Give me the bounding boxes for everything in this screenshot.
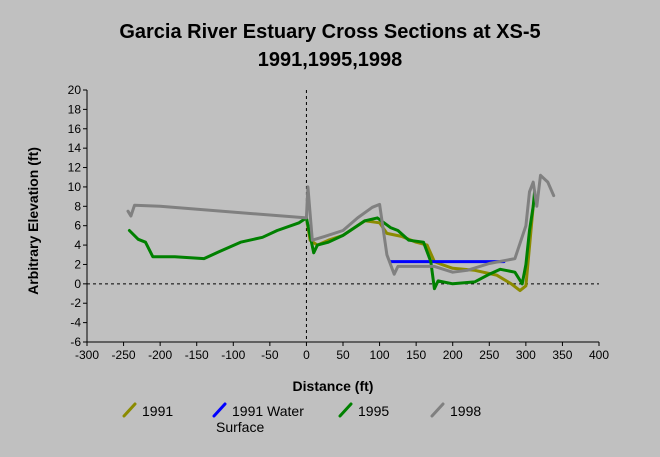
y-tick-label: -2: [70, 296, 81, 310]
legend-label-1998: 1998: [450, 403, 481, 419]
y-tick-label: 14: [68, 141, 82, 155]
y-tick-label: 16: [68, 122, 82, 136]
series-line-1995: [127, 190, 537, 291]
y-tick-label: 2: [74, 257, 81, 271]
x-tick-label: -50: [261, 348, 279, 362]
y-tick-label: 10: [68, 180, 82, 194]
legend-swatch-1995: [338, 402, 353, 418]
x-axis-label: Distance (ft): [293, 378, 374, 394]
y-tick-label: 4: [74, 238, 81, 252]
x-tick-label: 50: [336, 348, 350, 362]
y-tick-label: 18: [68, 102, 82, 116]
x-tick-label: 0: [303, 348, 310, 362]
x-tick-label: 300: [516, 348, 536, 362]
x-tick-label: 150: [406, 348, 426, 362]
series-line-1991: [304, 204, 535, 293]
y-tick-label: 0: [74, 277, 81, 291]
y-tick-label: 8: [74, 199, 81, 213]
y-tick-label: 6: [74, 219, 81, 233]
chart-title-line-1: Garcia River Estuary Cross Sections at X…: [119, 21, 540, 43]
legend-swatch-1991-water-surface: [212, 402, 227, 418]
x-tick-label: 100: [370, 348, 390, 362]
y-axis-label: Arbitrary Elevation (ft): [25, 147, 41, 295]
x-tick-label: 200: [443, 348, 463, 362]
x-tick-label: -250: [112, 348, 136, 362]
x-tick-label: 400: [589, 348, 609, 362]
y-tick-label: 20: [68, 83, 82, 97]
legend-swatch-1998: [430, 402, 445, 418]
series-line-1998: [126, 173, 556, 276]
legend-label-1995: 1995: [358, 403, 389, 419]
x-tick-label: -300: [75, 348, 99, 362]
chart-title-line-2: 1991,1995,1998: [258, 49, 403, 71]
x-tick-label: -200: [148, 348, 172, 362]
legend-label-1991: 1991: [142, 403, 173, 419]
x-tick-label: 350: [552, 348, 572, 362]
y-tick-label: -6: [70, 335, 81, 349]
x-tick-label: -150: [185, 348, 209, 362]
x-tick-label: -100: [221, 348, 245, 362]
y-tick-label: 12: [68, 161, 82, 175]
legend-swatch-1991: [122, 402, 137, 418]
y-tick-label: -4: [70, 316, 81, 330]
legend-label-1991-water-surface: 1991 Water: [232, 403, 304, 419]
legend-label-1991-water-surface: Surface: [216, 419, 264, 435]
x-tick-label: 250: [479, 348, 499, 362]
